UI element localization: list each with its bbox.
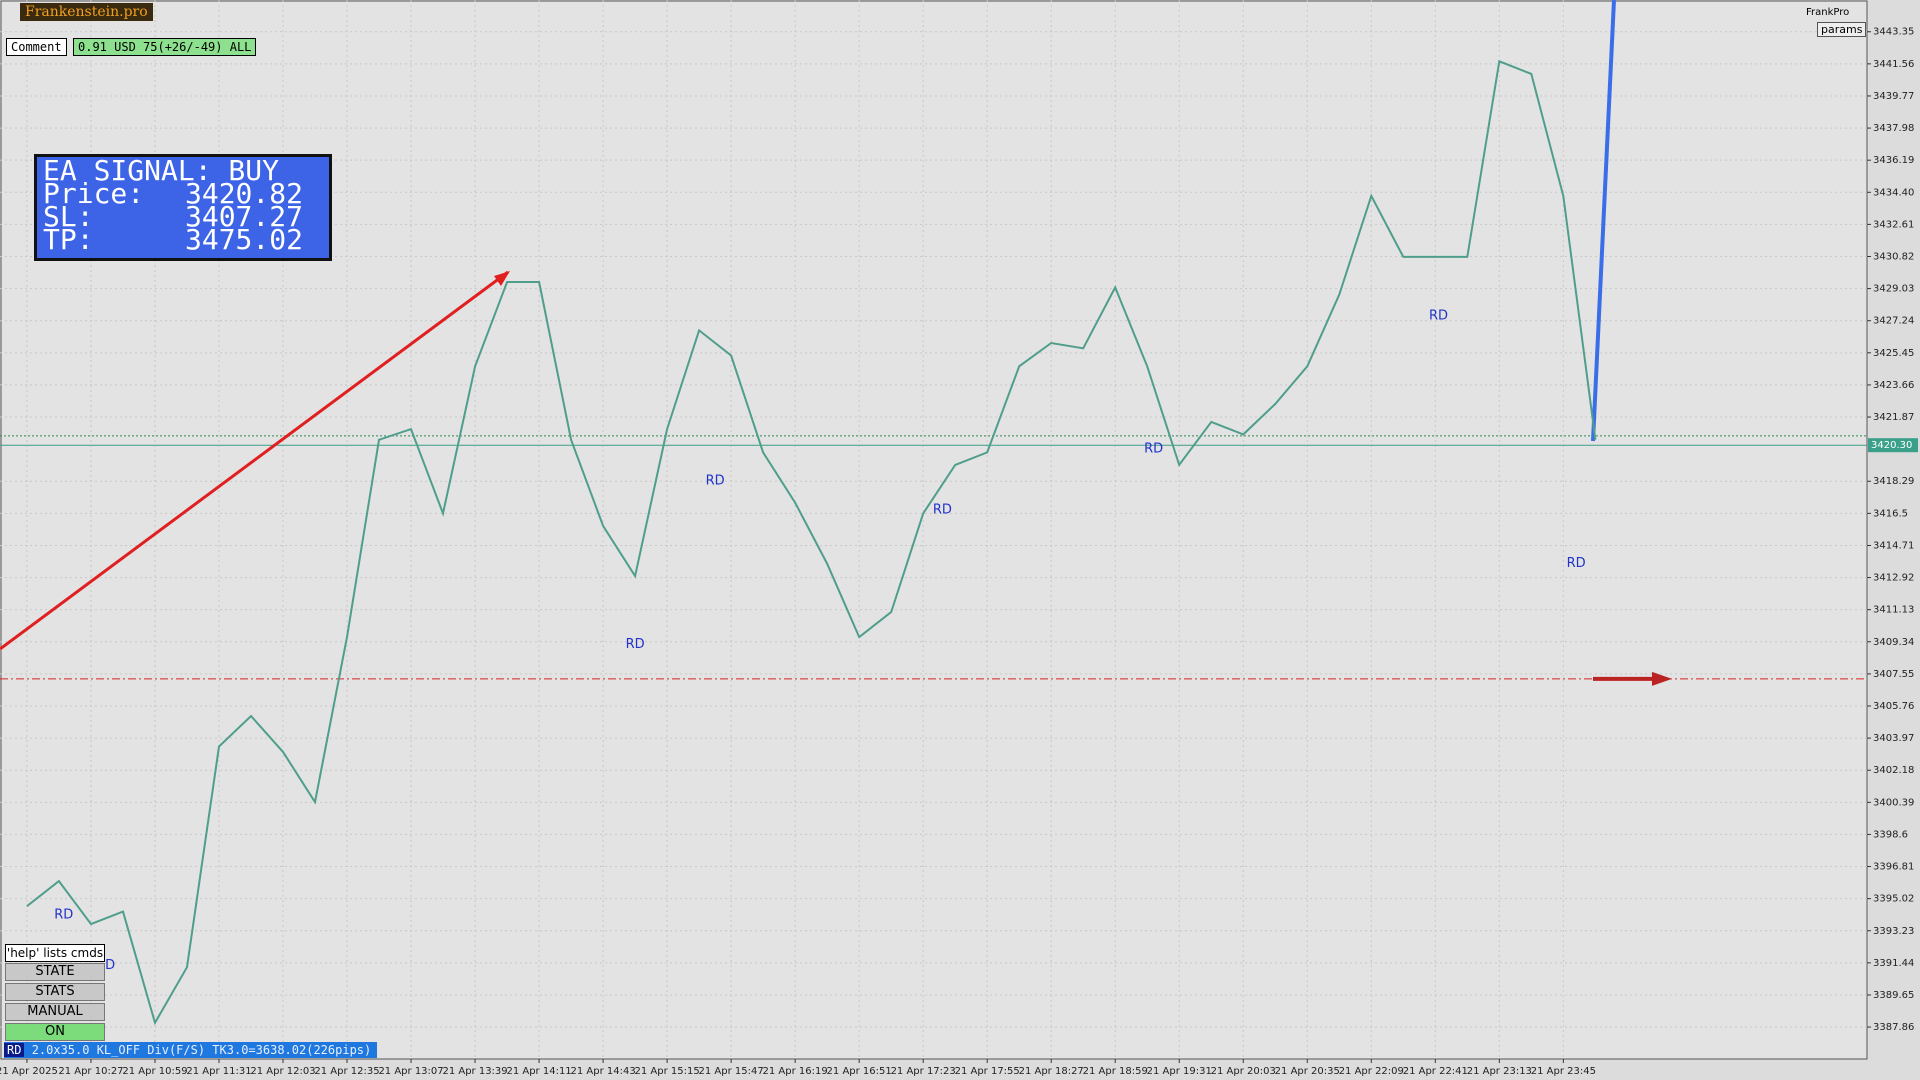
y-tick-label: 3427.24 [1873,316,1914,327]
status-text: 2.0x35.0 KL_OFF Div(F/S) TK3.0=3638.02(2… [31,1043,372,1057]
x-tick-label: 21 Apr 18:59 [1083,1066,1148,1077]
x-tick-label: 21 Apr 16:19 [763,1066,828,1077]
x-tick-label: 21 Apr 23:45 [1531,1066,1596,1077]
x-tick-label: 21 Apr 10:59 [122,1066,187,1077]
x-tick-label: 21 Apr 22:41 [1403,1066,1468,1077]
arrow-head [1652,671,1672,686]
y-tick-label: 3396.81 [1873,862,1914,873]
x-tick-label: 21 Apr 23:13 [1467,1066,1532,1077]
x-tick-label: 21 Apr 13:07 [378,1066,443,1077]
annotation: RD [626,637,645,652]
y-tick-label: 3421.87 [1873,412,1914,423]
y-tick-label: 3429.03 [1873,284,1914,295]
annotation: RD [54,908,73,923]
price-tag-label: 3420.30 [1871,440,1912,451]
on-button[interactable]: ON [5,1023,105,1041]
y-tick-label: 3434.40 [1873,187,1914,198]
x-tick-label: 21 Apr 19:31 [1147,1066,1212,1077]
annotation: RD [933,502,952,517]
y-tick-label: 3436.19 [1873,155,1914,166]
x-tick-label: 21 Apr 15:47 [699,1066,764,1077]
y-tick-label: 3400.39 [1873,797,1914,808]
x-tick-label: 21 Apr 17:23 [891,1066,956,1077]
y-tick-label: 3412.92 [1873,573,1914,584]
y-tick-label: 3414.71 [1873,540,1914,551]
x-tick-label: 21 Apr 20:35 [1275,1066,1340,1077]
y-tick-label: 3391.44 [1873,958,1914,969]
row-value: 3420.82 [184,177,303,210]
y-tick-label: 3411.13 [1873,605,1914,616]
trend-arrow [0,270,509,651]
row-label: SL: [43,200,94,233]
y-tick-label: 3402.18 [1873,765,1914,776]
y-tick-label: 3387.86 [1873,1022,1914,1033]
x-tick-label: 21 Apr 14:43 [570,1066,635,1077]
y-tick-label: 3439.77 [1873,91,1914,102]
signal-box: EA SIGNAL: BUY Price: 3420.82 SL: 3407.27 … [34,154,332,261]
stats-button[interactable]: STATS [5,983,105,1001]
brand-badge: Frankenstein.pro [20,3,153,21]
comment-label: Comment [6,38,67,56]
y-tick-label: 3437.98 [1873,123,1914,134]
arrow-head [494,271,510,286]
y-tick-label: 3393.23 [1873,926,1914,937]
row-value: 3407.27 [184,200,303,233]
y-tick-label: 3425.45 [1873,348,1914,359]
status-badge: RD [4,1043,25,1057]
manual-button[interactable]: MANUAL [5,1003,105,1021]
y-tick-label: 3416.5 [1873,508,1908,519]
x-tick-label: 21 Apr 16:51 [827,1066,892,1077]
signal-row: TP: 3475.02 [43,223,323,256]
signal-row: Price: 3420.82 [43,177,323,210]
price-line [26,59,1597,1026]
x-tick-label: 21 Apr 14:11 [506,1066,571,1077]
annotation: RD [1429,309,1448,324]
annotation: D [105,958,115,973]
x-tick-label: 21 Apr 22:09 [1339,1066,1404,1077]
price-tag [1868,438,1918,453]
x-tick-label: 21 Apr 12:03 [250,1066,315,1077]
y-tick-label: 3430.82 [1873,251,1914,262]
x-tick-label: 21 Apr 10:27 [58,1066,123,1077]
target-line [1591,0,1616,442]
y-tick-label: 3409.34 [1873,637,1914,648]
y-tick-label: 3423.66 [1873,380,1914,391]
x-tick-label: 21 Apr 13:39 [442,1066,507,1077]
x-tick-label: 21 Apr 15:15 [635,1066,700,1077]
status-bar: RD 2.0x35.0 KL_OFF Div(F/S) TK3.0=3638.0… [4,1042,378,1058]
brand-label: FrankPro [1806,7,1850,18]
y-tick-label: 3443.35 [1873,27,1914,38]
y-tick-label: 3389.65 [1873,990,1914,1001]
y-tick-label: 3407.55 [1873,669,1914,680]
signal-title: EA SIGNAL: BUY [43,154,280,187]
x-tick-label: 21 Apr 18:27 [1019,1066,1084,1077]
annotation: RD [1567,556,1586,571]
x-tick-label: 21 Apr 2025 [0,1066,58,1077]
state-button[interactable]: STATE [5,963,105,981]
annotation: RD [706,474,725,489]
y-tick-label: 3395.02 [1873,894,1914,905]
x-tick-label: 21 Apr 11:31 [186,1066,251,1077]
help-label: 'help' lists cmds [5,944,105,962]
comment-text: 0.91 USD 75(+26/-49) ALL [73,38,257,56]
y-tick-label: 3398.6 [1873,829,1908,840]
y-tick-label: 3405.76 [1873,701,1914,712]
x-tick-label: 21 Apr 17:55 [955,1066,1020,1077]
annotation: RD [1144,441,1163,456]
signal-row: SL: 3407.27 [43,200,323,233]
row-value: 3475.02 [184,223,303,256]
row-label: TP: [43,223,94,256]
y-tick-label: 3432.61 [1873,219,1914,230]
params-button[interactable]: params [1817,22,1867,37]
y-tick-label: 3403.97 [1873,733,1914,744]
y-tick-label: 3441.56 [1873,59,1914,70]
row-label: Price: [43,177,145,210]
y-tick-label: 3418.29 [1873,476,1914,487]
x-tick-label: 21 Apr 12:35 [314,1066,379,1077]
x-tick-label: 21 Apr 20:03 [1211,1066,1276,1077]
